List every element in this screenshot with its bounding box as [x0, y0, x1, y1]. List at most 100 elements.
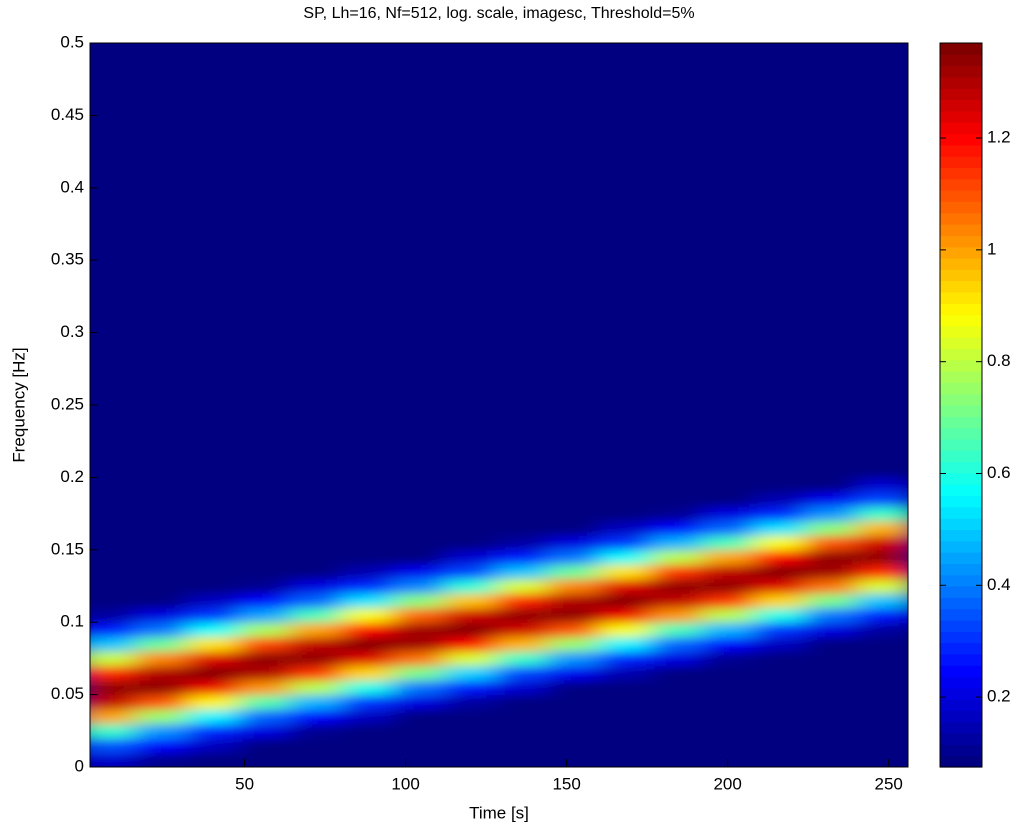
- heatmap-cell: [547, 593, 600, 609]
- colorbar-segment: [940, 461, 982, 474]
- heatmap-cell: [238, 622, 291, 638]
- heatmap-cell: [650, 636, 703, 652]
- heatmap-cell: [650, 462, 703, 478]
- colorbar-segment: [940, 212, 982, 225]
- colorbar-segment: [940, 631, 982, 644]
- heatmap-cell: [90, 665, 136, 681]
- heatmap-cell: [804, 622, 857, 638]
- heatmap-cell: [341, 564, 394, 580]
- heatmap-cell: [547, 723, 600, 739]
- x-tick-label: 200: [713, 774, 741, 793]
- colorbar-segment: [940, 427, 982, 440]
- chart-title: SP, Lh=16, Nf=512, log. scale, imagesc, …: [303, 5, 694, 22]
- heatmap-cell: [444, 520, 497, 536]
- y-tick-label: 0.45: [51, 105, 84, 124]
- heatmap-cell: [547, 665, 600, 681]
- colorbar-segment: [940, 755, 982, 768]
- heatmap-cell: [186, 752, 239, 767]
- colorbar-segment: [940, 110, 982, 123]
- heatmap-cell: [186, 694, 239, 710]
- heatmap-cell: [135, 723, 188, 739]
- colorbar-segment: [940, 76, 982, 89]
- heatmap-cell: [444, 491, 497, 507]
- heatmap-cell: [444, 462, 497, 478]
- heatmap-cell: [495, 578, 548, 594]
- colorbar-tick-label: 0.4: [987, 575, 1011, 594]
- heatmap-cell: [90, 520, 136, 536]
- colorbar-segment: [940, 371, 982, 383]
- heatmap-cell: [598, 651, 651, 667]
- heatmap-cell: [392, 506, 445, 522]
- heatmap-cell: [598, 564, 651, 580]
- colorbar-segment: [940, 405, 982, 417]
- heatmap-cell: [598, 477, 651, 493]
- heatmap-cell: [598, 607, 651, 623]
- heatmap-cell: [804, 491, 857, 507]
- heatmap-cell: [804, 651, 857, 667]
- heatmap-cell: [444, 622, 497, 638]
- heatmap-cell: [186, 680, 239, 696]
- colorbar-segment: [940, 190, 982, 202]
- heatmap-cell: [547, 622, 600, 638]
- colorbar-segment: [940, 518, 982, 531]
- heatmap-cell: [238, 651, 291, 667]
- heatmap-cell: [341, 520, 394, 536]
- heatmap-cell: [135, 593, 188, 609]
- heatmap-cell: [90, 752, 136, 767]
- heatmap-cell: [650, 535, 703, 551]
- heatmap-cell: [856, 564, 908, 580]
- heatmap-cell: [238, 477, 291, 493]
- heatmap-cell: [598, 680, 651, 696]
- heatmap-cell: [598, 549, 651, 565]
- heatmap-cell: [856, 593, 908, 609]
- colorbar-segment: [940, 224, 982, 236]
- heatmap-cell: [90, 636, 136, 652]
- colorbar-segment: [940, 201, 982, 214]
- colorbar-segment: [940, 540, 982, 553]
- heatmap-cell: [186, 709, 239, 725]
- heatmap-cell: [444, 680, 497, 696]
- heatmap-cell: [186, 738, 239, 754]
- heatmap-cell: [701, 723, 754, 739]
- heatmap-cell: [392, 535, 445, 551]
- colorbar-segment: [940, 246, 982, 259]
- heatmap-cell: [753, 752, 806, 767]
- heatmap-cell: [753, 738, 806, 754]
- heatmap-cell: [753, 723, 806, 739]
- heatmap-cell: [135, 506, 188, 522]
- heatmap-cell: [392, 622, 445, 638]
- heatmap-cell: [753, 462, 806, 478]
- heatmap-cell: [90, 578, 136, 594]
- heatmap-cell: [856, 694, 908, 710]
- heatmap-cell: [392, 636, 445, 652]
- heatmap-cell: [547, 752, 600, 767]
- heatmap-cell: [289, 535, 342, 551]
- heatmap-cell: [495, 593, 548, 609]
- heatmap-cell: [135, 622, 188, 638]
- heatmap-cell: [135, 709, 188, 725]
- heatmap-cell: [186, 578, 239, 594]
- colorbar-segment: [940, 450, 982, 463]
- x-tick-label: 50: [235, 774, 254, 793]
- heatmap-cell: [547, 462, 600, 478]
- x-tick-label: 150: [552, 774, 580, 793]
- heatmap-cell: [289, 607, 342, 623]
- heatmap-cell: [289, 506, 342, 522]
- heatmap-cell: [341, 477, 394, 493]
- heatmap-cell: [186, 593, 239, 609]
- heatmap-cell: [238, 593, 291, 609]
- heatmap-cell: [90, 694, 136, 710]
- heatmap-cell: [856, 622, 908, 638]
- heatmap-cell: [289, 694, 342, 710]
- heatmap-cell: [753, 607, 806, 623]
- heatmap-cell: [701, 535, 754, 551]
- heatmap-cell: [341, 752, 394, 767]
- heatmap-cell: [289, 564, 342, 580]
- heatmap-cell: [135, 607, 188, 623]
- colorbar-segment: [940, 597, 982, 610]
- heatmap-cell: [856, 665, 908, 681]
- heatmap-cell: [598, 636, 651, 652]
- heatmap-cell: [135, 564, 188, 580]
- heatmap-cell: [90, 549, 136, 565]
